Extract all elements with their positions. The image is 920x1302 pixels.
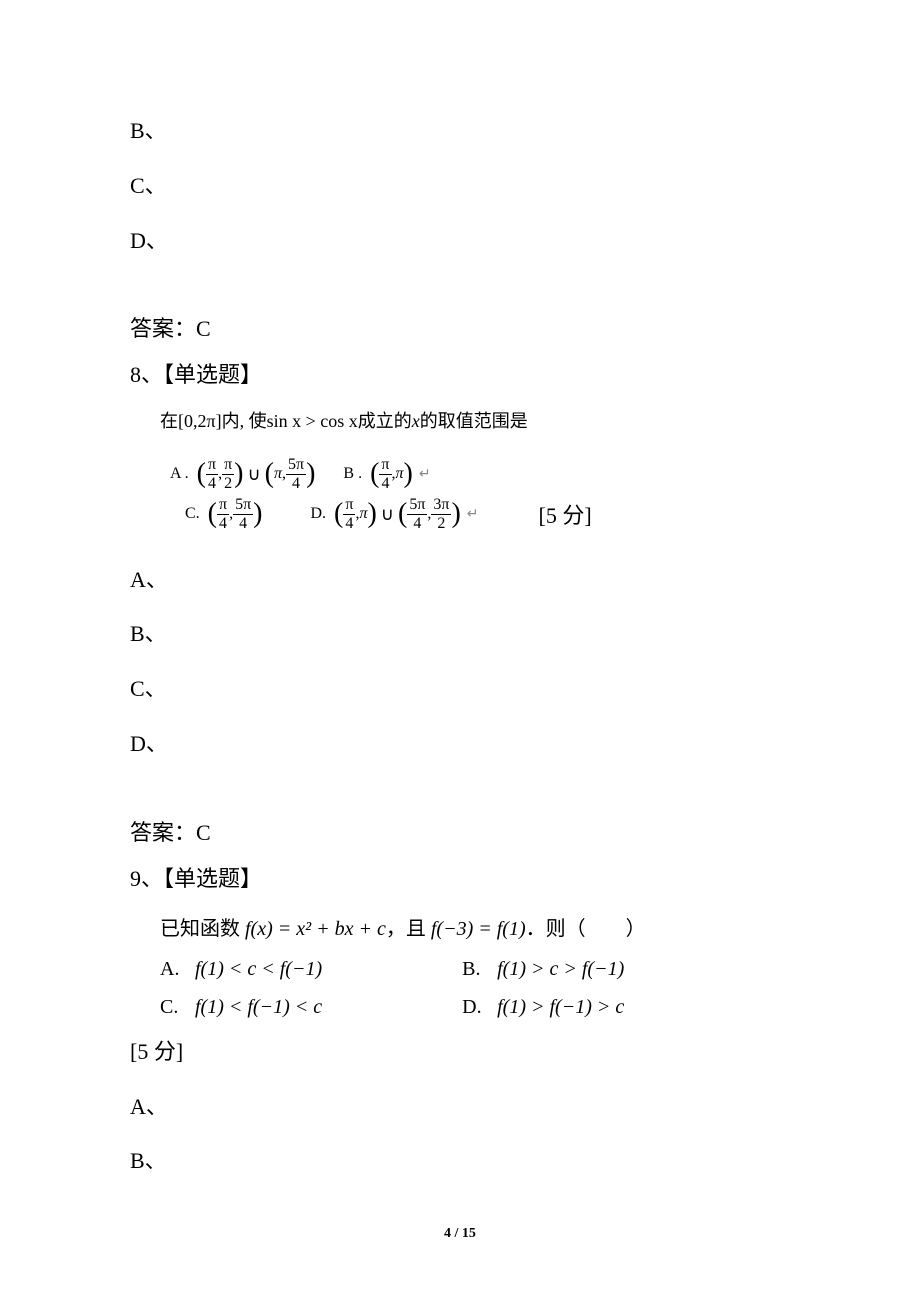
q9-stem-suffix: ．则（ ） [526,918,646,940]
q9-row-cd: C. f(1) < f(−1) < c D. f(1) > f(−1) > c [160,989,820,1025]
q8-optD-interval1: ( π4,π ) [334,496,377,532]
q8-optC-interval: ( π4, 5π4 ) [208,496,263,532]
frac-pi4-3: π4 [217,496,229,532]
answer-8-value: C [196,820,211,845]
q8-options-row-1: A . ( π4, π2 ) ∪ ( π, 5π4 ) B . ( π4,π )… [170,456,820,492]
q9-stem-mid: ，且 [386,918,431,940]
q8-stem-mid1: 内, 使 [222,411,267,431]
q9-score: [5 分] [130,1037,820,1068]
q8-optC-label: C. [185,505,200,523]
frac-pi4-2: π4 [379,456,391,492]
answer-7-value: C [196,316,211,341]
page-footer: 4 / 15 [0,1226,920,1242]
frac-3pi2: 3π2 [431,496,451,532]
frac-pi4-1: π4 [206,456,218,492]
question-9-type: 【单选题】 [163,866,262,891]
q9-optB: B. f(1) > c > f(−1) [462,951,624,987]
q9-stem: 已知函数 f(x) = x² + bx + c，且 f(−3) = f(1)．则… [160,911,820,947]
frac-pi4-4: π4 [343,496,355,532]
q9-row-ab: A. f(1) < c < f(−1) B. f(1) > c > f(−1) [160,951,820,987]
option-b-q7: B、 [130,116,820,147]
question-8-stem: 在[0,2π]内, 使sin x > cos x成立的x的取值范围是 [160,407,820,436]
q9-optC-expr: f(1) < f(−1) < c [195,996,322,1018]
q9-optA: A. f(1) < c < f(−1) [160,951,322,987]
question-8-header: 8、【单选题】 [130,357,820,389]
q8-optD-interval2: ( 5π4, 3π2 ) [398,496,461,532]
frac-5pi4-2: 5π4 [233,496,253,532]
q8-stem-var: x [412,411,420,431]
option-b-q8: B、 [130,619,820,650]
question-9-body: 已知函数 f(x) = x² + bx + c，且 f(−3) = f(1)．则… [160,911,820,1025]
question-8-number: 8、 [130,362,163,387]
q8-optA-pi: π [274,465,282,483]
q8-stem-prefix: 在 [160,411,178,431]
q9-optC-label: C. [160,989,190,1025]
q8-return-mark-1: ↵ [419,466,431,483]
q8-optB-label: B . [343,465,362,483]
option-d-q7: D、 [130,226,820,257]
q9-stem-cond: f(−3) = f(1) [431,918,526,940]
option-a-q8: A、 [130,565,820,596]
q8-optA-interval2: ( π, 5π4 ) [265,456,316,492]
q9-optD: D. f(1) > f(−1) > c [462,989,624,1025]
option-a-q9: A、 [130,1092,820,1123]
q8-optB-pi: π [396,465,404,483]
q8-optA-interval1: ( π4, π2 ) [197,456,244,492]
frac-5pi4-3: 5π4 [407,496,427,532]
q8-score: [5 分] [539,498,592,530]
q9-optB-expr: f(1) > c > f(−1) [497,958,624,980]
option-b-q9: B、 [130,1146,820,1177]
q8-optA-union: ∪ [247,464,260,485]
q9-optD-expr: f(1) > f(−1) > c [497,996,624,1018]
q9-optA-expr: f(1) < c < f(−1) [195,958,322,980]
q9-optC: C. f(1) < f(−1) < c [160,989,322,1025]
question-9-header: 9、【单选题】 [130,861,820,893]
q9-optB-label: B. [462,951,492,987]
q9-stem-prefix: 已知函数 [160,918,245,940]
q8-optD-label: D. [310,505,326,523]
q8-optB-interval: ( π4,π ) [370,456,413,492]
q8-optA-label: A . [170,465,189,483]
option-d-q8: D、 [130,729,820,760]
q8-optD-pi: π [359,505,367,523]
answer-8-prefix: 答案： [130,820,196,845]
question-9-number: 9、 [130,866,163,891]
q8-stem-interval: [0,2π] [178,411,222,431]
q8-stem-suffix: 的取值范围是 [420,411,528,431]
q8-options-row-2: C. ( π4, 5π4 ) D. ( π4,π ) ∪ ( 5π4, 3π2 … [185,496,820,532]
option-c-q7: C、 [130,171,820,202]
option-c-q8: C、 [130,674,820,705]
q8-stem-mid2: 成立的 [358,411,412,431]
q9-optA-label: A. [160,951,190,987]
frac-pi2: π2 [222,456,234,492]
q8-return-mark-2: ↵ [467,506,479,523]
answer-7-prefix: 答案： [130,316,196,341]
q8-optD-union: ∪ [381,504,394,525]
answer-8: 答案：C [130,815,820,847]
frac-5pi4-1: 5π4 [286,456,306,492]
question-8-type: 【单选题】 [163,362,262,387]
answer-7: 答案：C [130,311,820,343]
q8-stem-expr: sin x > cos x [267,411,358,431]
q9-stem-expr: f(x) = x² + bx + c [245,918,386,940]
q9-optD-label: D. [462,989,492,1025]
